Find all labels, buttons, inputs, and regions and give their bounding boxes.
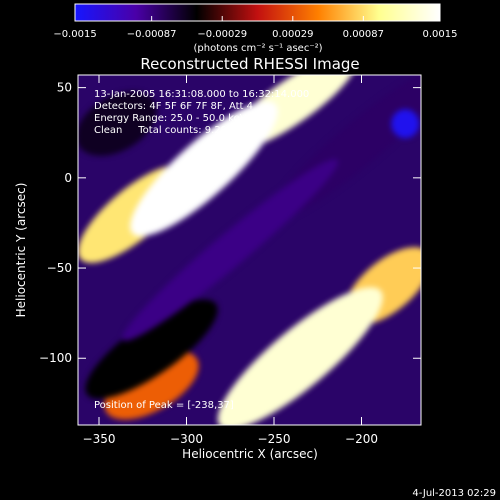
colorbar-ticks: −0.0015 −0.00087 −0.00029 0.00029 0.00087 0.0… — [53, 16, 458, 40]
annotation-clean-counts: Clean Total counts: 9.29e+03 — [94, 125, 254, 136]
x-tick-label: −300 — [170, 432, 203, 446]
colorbar-unit-label: (photons cm⁻² s⁻¹ asec⁻²) — [193, 43, 322, 54]
heatmap-blob — [130, 101, 278, 237]
heatmap-blob — [85, 299, 218, 399]
x-tick-label: −200 — [345, 432, 378, 446]
peak-position-label: Position of Peak = [-238,37] — [94, 400, 234, 411]
heatmap-blob — [104, 351, 199, 420]
x-tick-label: −250 — [258, 432, 291, 446]
heatmap-blob — [391, 109, 420, 139]
colorbar-tick-label: 0.0015 — [423, 29, 458, 40]
colorbar-tick-label: −0.0015 — [53, 29, 96, 40]
colorbar-tick-label: −0.00087 — [127, 29, 177, 40]
colorbar-tick-label: 0.00029 — [272, 29, 313, 40]
colorbar-tick-label: 0.00087 — [343, 29, 384, 40]
x-axis-label: Heliocentric X (arcsec) — [182, 447, 318, 461]
heatmap-blob — [122, 159, 339, 341]
annotation-time-range: 13-Jan-2005 16:31:08.000 to 16:32:14.000 — [94, 89, 309, 100]
x-tick-label: −350 — [83, 432, 116, 446]
annotation-energy-range: Energy Range: 25.0 - 50.0 keV — [94, 113, 247, 124]
heatmap-blob — [217, 287, 383, 425]
y-tick-label: 50 — [57, 81, 72, 95]
y-axis-label: Heliocentric Y (arcsec) — [14, 183, 28, 318]
heatmap-blob — [78, 91, 157, 156]
y-tick-label: −100 — [39, 351, 72, 365]
colorbar — [74, 3, 441, 22]
plot-frame — [77, 74, 422, 426]
y-tick-label: −50 — [47, 261, 72, 275]
annotation-detectors: Detectors: 4F 5F 6F 7F 8F, Att 4 — [94, 101, 253, 112]
heatmap-image — [78, 75, 421, 425]
y-tick-label: 0 — [64, 171, 72, 185]
chart-title: Reconstructed RHESSI Image — [140, 55, 359, 73]
render-date: 4-Jul-2013 02:29 — [412, 488, 496, 499]
axis-ticks: −350 −300 −250 −200 50 0 −50 −100 — [39, 75, 421, 446]
colorbar-tick-label: −0.00029 — [197, 29, 247, 40]
